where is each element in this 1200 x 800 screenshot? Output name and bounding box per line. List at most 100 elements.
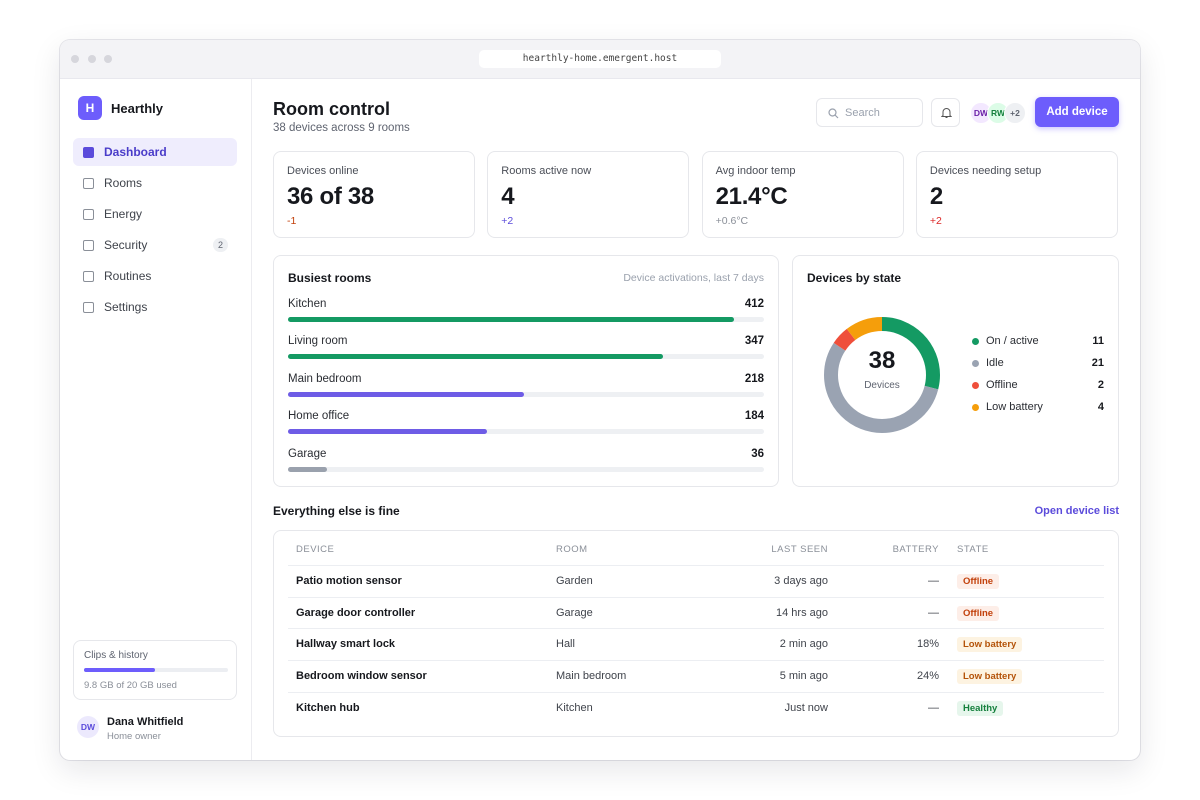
row-divider <box>288 565 1104 566</box>
title-bar: hearthly-home.emergent.host <box>60 40 1140 79</box>
kpi-card: Rooms active now 4 +2 <box>487 151 690 238</box>
nav-label: Settings <box>104 300 148 314</box>
card-title: Busiest rooms <box>288 271 372 285</box>
nav-item[interactable]: Routines <box>73 262 237 290</box>
bar <box>288 317 734 322</box>
state-badge: Healthy <box>957 700 1004 716</box>
user-role: Home owner <box>107 731 161 742</box>
notifications-button[interactable] <box>931 98 960 127</box>
legend-dot <box>972 382 979 389</box>
state-badge: Low battery <box>957 669 1023 685</box>
nav-icon <box>83 302 94 313</box>
window-dot <box>88 55 96 63</box>
kpi-card: Avg indoor temp 21.4°C +0.6°C <box>701 151 904 238</box>
brand-logo: H <box>78 96 102 120</box>
legend-value: 11 <box>1092 335 1104 347</box>
row-divider <box>288 628 1104 630</box>
kpi-label: Avg indoor temp <box>715 165 796 177</box>
url-text: hearthly-home.emergent.host <box>522 53 678 64</box>
donut-segment <box>824 317 940 433</box>
state-badge: Offline <box>957 605 1000 621</box>
bar <box>288 429 488 435</box>
window-dot <box>104 55 112 63</box>
search-icon <box>828 108 839 119</box>
page-subtitle: 38 devices across 9 rooms <box>273 122 410 134</box>
add-device-button[interactable]: Add device <box>1035 97 1119 127</box>
page-title: Room control <box>273 99 390 119</box>
bar-track <box>288 429 764 435</box>
bar <box>288 466 327 472</box>
nav-label: Security <box>104 238 148 252</box>
legend-label: Idle <box>986 357 1004 369</box>
state-badge: Low battery <box>957 637 1023 653</box>
cell-room: Garden <box>556 575 593 587</box>
bar <box>288 391 524 397</box>
cell-last-seen: Just now <box>784 701 828 714</box>
nav-item[interactable]: Dashboard <box>73 138 237 166</box>
column-header: STATE <box>957 544 989 555</box>
open-device-list-link[interactable]: Open device list <box>1034 505 1119 517</box>
room-label: Home office <box>288 410 350 423</box>
kpi-value: 2 <box>929 183 943 210</box>
nav-icon <box>83 178 94 189</box>
nav-icon <box>83 209 94 220</box>
kpi-delta: +2 <box>501 215 514 227</box>
room-value: 184 <box>744 410 764 423</box>
room-value: 347 <box>744 335 764 348</box>
card-subtitle: Device activations, last 7 days <box>623 272 764 284</box>
section-title: Everything else is fine <box>273 504 400 518</box>
cell-room: Main bedroom <box>556 670 627 683</box>
row-divider <box>288 660 1104 662</box>
cell-battery: — <box>928 606 939 619</box>
user-name: Dana Whitfield <box>107 716 184 728</box>
column-header: LAST SEEN <box>771 544 828 555</box>
column-header: BATTERY <box>892 544 939 555</box>
window-dot <box>71 55 79 63</box>
nav-item[interactable]: Security 2 <box>73 231 237 259</box>
legend-dot <box>972 360 979 367</box>
storage-fill <box>84 668 155 672</box>
legend-dot <box>972 404 979 411</box>
search-placeholder: Search <box>845 107 880 119</box>
search-box[interactable]: Search <box>816 98 923 127</box>
donut-chart <box>824 317 940 433</box>
busiest-rooms-card: Busiest rooms Device activations, last 7… <box>273 255 779 487</box>
nav-label: Rooms <box>104 176 143 190</box>
bar <box>288 354 664 360</box>
kpi-card: Devices online 36 of 38 -1 <box>273 151 475 238</box>
legend-value: 21 <box>1091 357 1104 369</box>
url-bar[interactable]: hearthly-home.emergent.host <box>479 50 721 68</box>
state-badge: Offline <box>957 574 1000 589</box>
legend-label: Offline <box>986 379 1018 391</box>
kpi-value: 21.4°C <box>715 183 788 210</box>
user-avatar: DW <box>77 716 99 738</box>
cell-last-seen: 14 hrs ago <box>776 606 828 619</box>
donut-total-label: Devices <box>864 380 900 391</box>
nav-label: Energy <box>104 207 143 221</box>
storage-title: Clips & history <box>84 650 148 661</box>
kpi-value: 36 of 38 <box>287 183 374 210</box>
nav-item[interactable]: Energy <box>73 200 237 228</box>
legend-label: Low battery <box>986 401 1043 413</box>
kpi-delta: +0.6°C <box>715 215 749 227</box>
cell-device: Patio motion sensor <box>296 575 402 587</box>
sidebar: H Hearthly Clips & history 9.8 GB of 20 … <box>60 79 252 760</box>
collaborators: DW RW +2 <box>970 102 1030 124</box>
cell-battery: 24% <box>916 670 939 683</box>
nav-label: Dashboard <box>104 145 167 159</box>
donut-total: 38 <box>868 347 896 374</box>
nav-icon <box>83 271 94 282</box>
kpi-label: Devices needing setup <box>929 165 1042 177</box>
legend-value: 2 <box>1097 379 1104 391</box>
nav-item[interactable]: Rooms <box>73 169 237 197</box>
brand-name: Hearthly <box>111 101 164 116</box>
kpi-delta: +2 <box>929 215 942 227</box>
cell-device: Kitchen hub <box>296 701 360 714</box>
donut-segment <box>824 317 940 433</box>
legend-dot <box>972 338 979 345</box>
room-label: Kitchen <box>288 298 327 310</box>
nav-item[interactable]: Settings <box>73 293 237 321</box>
kpi-value: 4 <box>501 183 515 210</box>
room-label: Garage <box>288 447 327 460</box>
